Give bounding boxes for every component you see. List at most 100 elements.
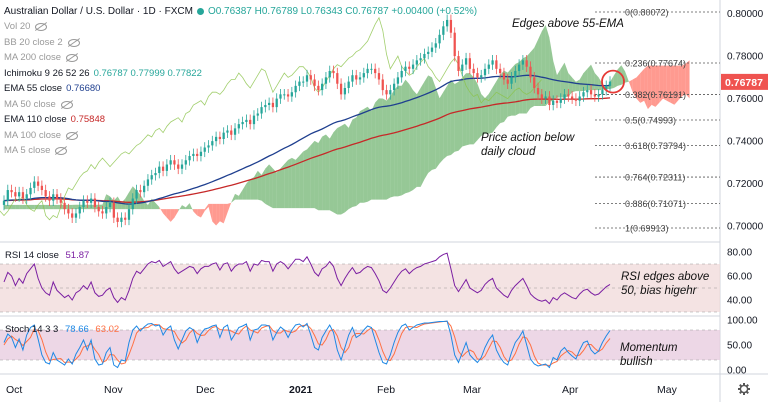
fib-level-label: 0.618(0.73794) xyxy=(625,141,686,151)
ichimoku-cloud-segment xyxy=(420,81,425,187)
candle-body xyxy=(169,160,172,165)
candle-body xyxy=(396,77,400,84)
hidden-eye-icon[interactable] xyxy=(55,147,68,156)
rsi-panel-label[interactable]: RSI 14 close 51.87 xyxy=(5,250,89,261)
candle-body xyxy=(408,66,411,69)
candle-body xyxy=(36,181,40,186)
ichimoku-cloud-segment xyxy=(568,73,573,97)
indicator-rows: Vol 20 BB 20 close 2 MA 200 close Ichimoku … xyxy=(4,20,477,160)
rsi-label-text: RSI 14 close xyxy=(5,250,59,261)
hidden-eye-icon[interactable] xyxy=(66,131,79,140)
candle-body xyxy=(78,207,81,214)
ichimoku-cloud-segment xyxy=(288,157,292,209)
ichimoku-cloud-segment xyxy=(291,157,296,209)
ichimoku-cloud-segment xyxy=(193,209,198,216)
ichimoku-cloud-segment xyxy=(416,87,421,187)
indicator-row[interactable]: BB 20 close 2 xyxy=(4,35,477,51)
indicator-row[interactable]: MA 200 close xyxy=(4,51,477,67)
ichimoku-cloud-segment xyxy=(57,204,61,210)
ichimoku-cloud-segment xyxy=(522,56,527,114)
ichimoku-cloud-segment xyxy=(329,132,334,213)
rsi-tick-label: 80.00 xyxy=(727,248,752,259)
ichimoku-cloud-segment xyxy=(295,155,300,209)
candle-body xyxy=(249,119,252,125)
hidden-eye-icon[interactable] xyxy=(66,54,79,63)
hidden-eye-icon[interactable] xyxy=(67,38,80,47)
candle-body xyxy=(570,96,574,99)
annotation-edges: Edges above 55-EMA xyxy=(512,17,624,31)
indicator-label: MA 5 close xyxy=(4,145,51,157)
indicator-label: EMA 110 close xyxy=(4,114,67,126)
ichimoku-cloud-segment xyxy=(53,204,58,210)
stoch-tick-label: 50.00 xyxy=(727,341,752,352)
hidden-eye-icon[interactable] xyxy=(35,23,48,32)
candle-body xyxy=(521,60,525,65)
indicator-row[interactable]: EMA 110 close 0.75848 xyxy=(4,113,477,129)
ohlc-readout: O0.76387 H0.76789 L0.76343 C0.76787 +0.0… xyxy=(207,5,478,17)
candle-body xyxy=(563,94,566,99)
candle-body xyxy=(196,153,199,157)
candle-body xyxy=(586,90,589,93)
indicator-row[interactable]: EMA 55 close 0.76680 xyxy=(4,82,477,98)
settings-gear-icon[interactable] xyxy=(738,383,750,395)
ichimoku-cloud-segment xyxy=(227,202,232,213)
candle-body xyxy=(305,75,309,82)
indicator-row[interactable]: MA 50 close xyxy=(4,97,477,113)
candle-body xyxy=(18,192,21,197)
candle-body xyxy=(25,194,28,199)
candle-body xyxy=(442,26,445,35)
candle-body xyxy=(351,75,354,82)
ichimoku-cloud-segment xyxy=(363,106,368,203)
ichimoku-cloud-segment xyxy=(617,65,622,86)
ichimoku-cloud-segment xyxy=(11,204,16,210)
stoch-panel-label[interactable]: Stoch 14 3 3 78.66 63.02 xyxy=(5,324,119,335)
candle-body xyxy=(203,147,206,152)
candle-body xyxy=(2,200,6,205)
ichimoku-cloud-segment xyxy=(401,79,406,196)
ichimoku-cloud-segment xyxy=(556,68,561,98)
ichimoku-cloud-segment xyxy=(178,205,183,212)
price-tick-label: 0.70000 xyxy=(727,222,764,233)
ichimoku-cloud-segment xyxy=(208,203,213,222)
ichimoku-cloud-segment xyxy=(670,65,675,105)
candle-body xyxy=(214,136,218,142)
indicator-label: Ichimoku 9 26 52 26 xyxy=(4,67,90,79)
candle-body xyxy=(514,70,517,78)
candle-body xyxy=(154,173,157,176)
annotation-rsi-line1: RSI edges above xyxy=(621,271,710,283)
candle-body xyxy=(59,198,62,203)
ichimoku-cloud-segment xyxy=(481,93,486,136)
stoch-k-line xyxy=(3,320,611,369)
candle-body xyxy=(347,81,350,88)
indicator-label: MA 100 close xyxy=(4,129,62,141)
candle-body xyxy=(589,90,593,95)
candle-body xyxy=(245,119,248,122)
legend-title-row: Australian Dollar / U.S. Dollar · 1D · F… xyxy=(4,4,477,20)
indicator-label: MA 200 close xyxy=(4,52,62,64)
candle-body xyxy=(453,32,456,57)
indicator-row[interactable]: Ichimoku 9 26 52 26 0.76787 0.77999 0.778… xyxy=(4,66,477,82)
candle-body xyxy=(275,98,278,108)
symbol-title[interactable]: Australian Dollar / U.S. Dollar · 1D · F… xyxy=(4,5,193,17)
market-status-dot xyxy=(196,8,204,16)
ichimoku-cloud-segment xyxy=(303,149,307,209)
candle-body xyxy=(358,77,362,80)
candle-body xyxy=(419,58,422,61)
indicator-legend: Australian Dollar / U.S. Dollar · 1D · F… xyxy=(4,4,477,159)
ichimoku-cloud-segment xyxy=(144,200,148,210)
candle-body xyxy=(165,164,168,171)
stoch-tick-label: 100.00 xyxy=(727,316,758,327)
indicator-row[interactable]: MA 5 close xyxy=(4,144,477,160)
candle-body xyxy=(567,94,570,97)
candle-body xyxy=(430,47,434,52)
indicator-row[interactable]: Vol 20 xyxy=(4,20,477,36)
last-price-tag xyxy=(721,73,768,90)
annotation-rsi-line2: 50, bias higehr xyxy=(621,285,697,298)
candle-body xyxy=(124,217,127,220)
candle-body xyxy=(298,81,301,86)
indicator-row[interactable]: MA 100 close xyxy=(4,128,477,144)
ichimoku-cloud-segment xyxy=(367,106,372,202)
hidden-eye-icon[interactable] xyxy=(60,100,73,109)
